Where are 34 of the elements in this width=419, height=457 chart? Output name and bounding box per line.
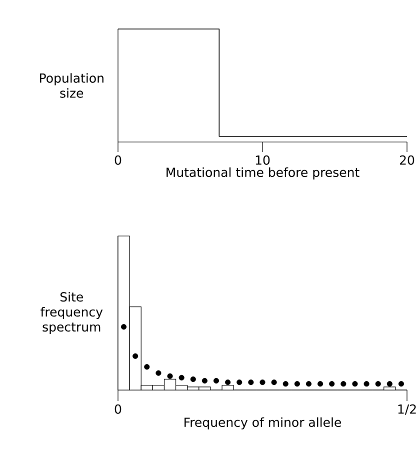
point — [329, 381, 335, 387]
point — [260, 380, 266, 386]
point — [282, 381, 288, 387]
point — [236, 380, 242, 386]
point — [190, 376, 196, 382]
point — [178, 374, 184, 380]
point — [398, 381, 404, 387]
y-axis-title: Site frequency spectrum — [40, 292, 103, 334]
point — [352, 381, 358, 387]
point — [156, 370, 162, 376]
y-axis-title: Population size — [40, 73, 104, 98]
point — [375, 381, 381, 387]
x-tick-label: 20 — [400, 155, 414, 165]
point — [120, 324, 127, 330]
point — [144, 364, 150, 370]
point — [167, 373, 173, 379]
point — [213, 378, 220, 384]
x-tick-label: 10 — [256, 155, 270, 165]
point — [132, 353, 138, 359]
point — [225, 380, 231, 386]
point — [318, 381, 324, 387]
x-tick-label: 0 — [114, 155, 122, 165]
point — [340, 381, 346, 387]
point — [271, 380, 277, 386]
x-tick-label: 1/2 — [398, 404, 416, 415]
point — [294, 381, 300, 387]
point — [386, 381, 392, 387]
point — [248, 380, 254, 386]
x-tick-label: 0 — [114, 404, 122, 414]
point — [364, 381, 370, 387]
point — [202, 378, 208, 384]
x-axis-title: Mutational time before present — [166, 167, 360, 180]
point — [306, 381, 312, 387]
x-axis-title: Frequency of minor allele — [184, 417, 342, 430]
